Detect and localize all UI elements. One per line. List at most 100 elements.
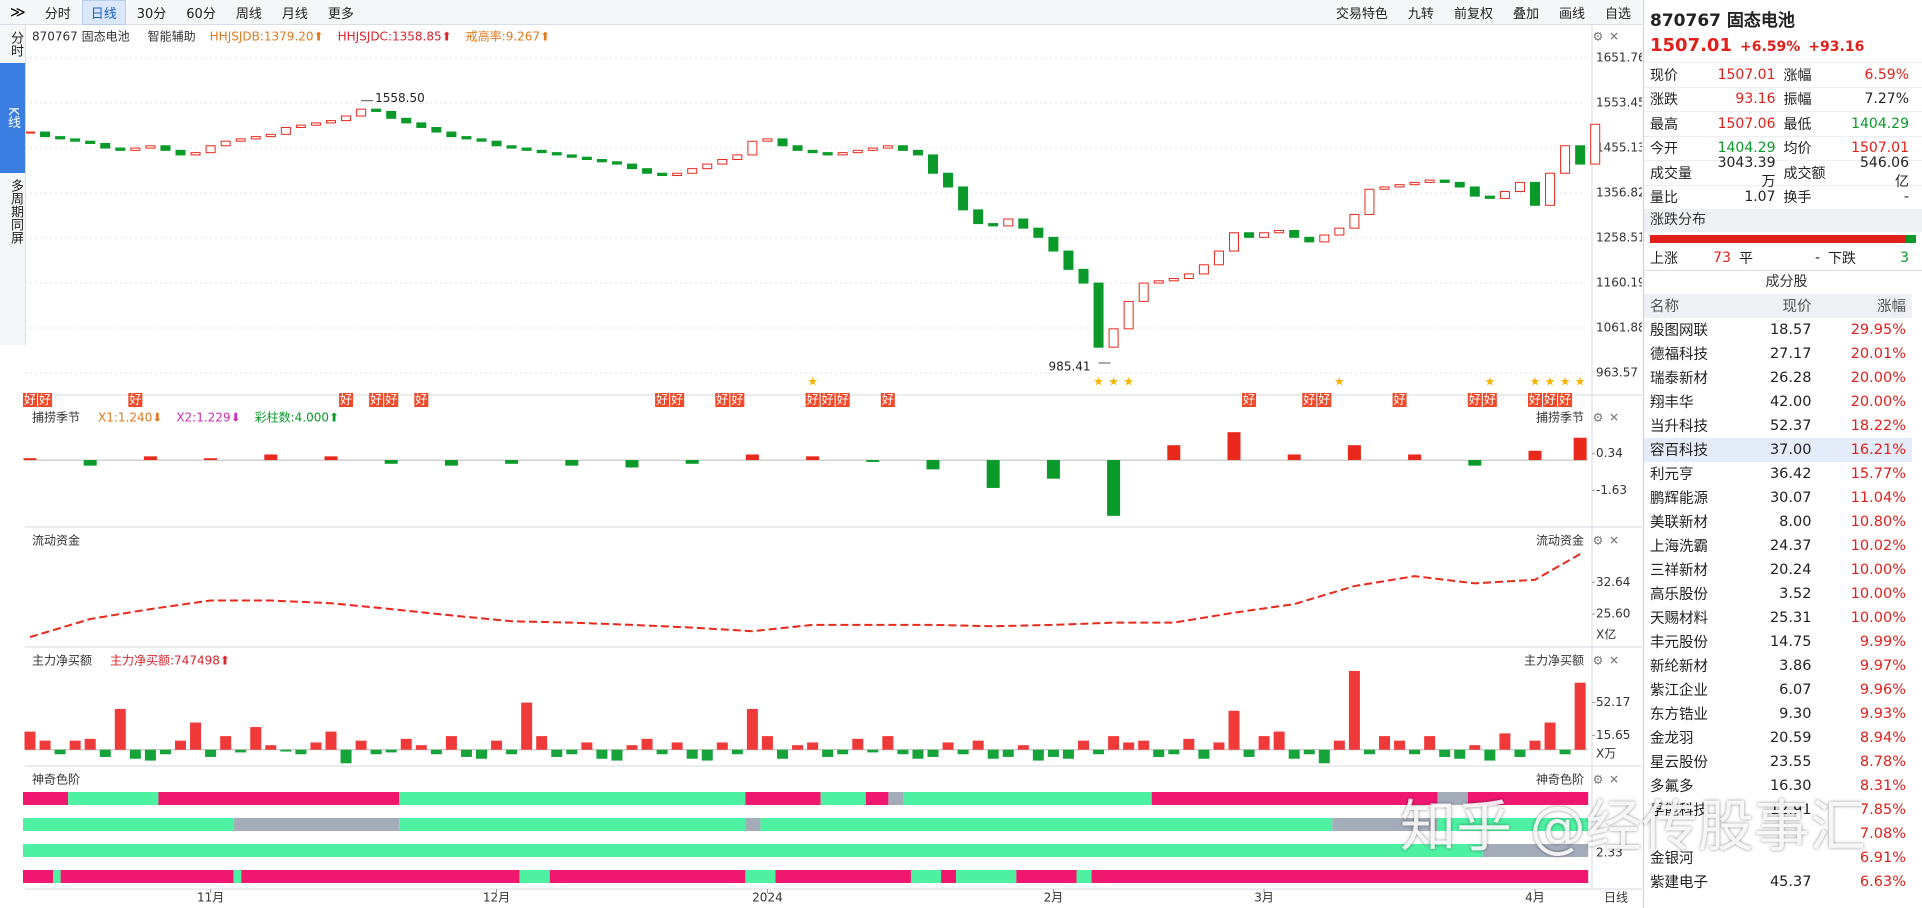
toolbar-button[interactable]: 30分 <box>136 6 167 22</box>
sidebar-tab[interactable]: K线 <box>0 63 25 173</box>
bar <box>1573 437 1587 461</box>
good-signal-bg <box>1467 393 1482 407</box>
toolbar: ≫ 分时 日线 30分 60分 周线 月线 更多 交易特色 九转 前复权 叠加 画线 自选 <box>0 0 1642 25</box>
toolbar-button[interactable]: 更多 <box>327 6 354 22</box>
table-row[interactable]: 7.08% <box>1644 822 1912 846</box>
bar <box>1363 749 1375 755</box>
table-cell: 37.00 <box>1769 441 1812 458</box>
bar <box>1559 749 1571 755</box>
candle <box>762 138 773 142</box>
table-row[interactable]: 东方锆业 9.30 9.93% <box>1644 702 1912 726</box>
candle <box>491 140 502 147</box>
bar <box>24 731 36 750</box>
x-tick-label: 2024 <box>752 891 783 905</box>
table-cell: 多氟多 <box>1650 779 1694 795</box>
toolbar-button[interactable]: 分时 <box>44 6 71 22</box>
table-cell: 14.75 <box>1769 633 1812 650</box>
table-row[interactable]: 美联新材 8.00 10.80% <box>1644 510 1912 534</box>
candle <box>912 149 923 156</box>
table-row[interactable]: 金龙羽 20.59 8.94% <box>1644 726 1912 750</box>
y-tick-label: 963.57 <box>1596 366 1638 380</box>
quote-label: 换手 <box>1783 190 1812 207</box>
good-signal-bg <box>820 393 835 407</box>
y-tick-label: 32.64 <box>1596 575 1630 589</box>
toolbar-button[interactable]: 前复权 <box>1453 6 1493 22</box>
table-row[interactable]: 上海洗霸 24.37 10.02% <box>1644 534 1912 558</box>
color-strip <box>775 870 911 883</box>
table-row[interactable]: 翔丰华 42.00 20.00% <box>1644 390 1912 414</box>
candle <box>205 145 216 154</box>
table-row[interactable]: 新纶新材 3.86 9.97% <box>1644 654 1912 678</box>
star-signal: ★ <box>1530 375 1541 389</box>
toolbar-button[interactable]: 60分 <box>186 6 216 22</box>
toolbar-button[interactable]: 自选 <box>1604 6 1631 22</box>
good-signal-bg <box>1558 393 1573 407</box>
table-cell: 30.07 <box>1769 489 1812 506</box>
table-row[interactable]: 容百科技 37.00 16.21% <box>1644 437 1912 462</box>
candle <box>220 140 231 147</box>
bar <box>1468 460 1482 466</box>
bar <box>1078 740 1089 750</box>
quote-value: 1.07 <box>1744 189 1776 206</box>
bar <box>1123 742 1135 750</box>
table-row[interactable]: 紫建电子 45.37 6.63% <box>1644 870 1912 894</box>
table-row[interactable]: 星云股份 23.55 8.78% <box>1644 750 1912 774</box>
table-row[interactable]: 天赐材料 25.31 10.00% <box>1644 606 1912 630</box>
table-row[interactable]: 紫江企业 6.07 9.96% <box>1644 678 1912 702</box>
bar <box>1108 736 1120 750</box>
table-row[interactable]: 金银河 6.91% <box>1644 846 1912 870</box>
candle <box>581 156 592 161</box>
bar <box>310 742 322 750</box>
candle <box>1575 145 1586 165</box>
table-row[interactable]: 丰元股份 14.75 9.99% <box>1644 630 1912 654</box>
table-row[interactable]: 三祥新材 20.24 10.00% <box>1644 558 1912 582</box>
table-cell: 9.96% <box>1859 681 1906 698</box>
candle <box>536 149 547 154</box>
candle <box>371 108 382 112</box>
price-row: 1507.01 +6.59% +93.16 <box>1644 33 1922 62</box>
table-row[interactable]: 瑞泰新材 26.28 20.00% <box>1644 366 1912 390</box>
toolbar-button[interactable]: 交易特色 <box>1335 6 1388 22</box>
table-row[interactable]: 鹏辉能源 30.07 11.04% <box>1644 486 1912 510</box>
legend-entry: 主力净买额:747498⬆ <box>110 654 230 668</box>
table-cell: 15.77% <box>1850 465 1906 482</box>
toolbar-button[interactable]: 九转 <box>1407 6 1434 22</box>
star-signal: ★ <box>1093 375 1104 389</box>
bar <box>611 749 623 761</box>
toolbar-button[interactable]: 周线 <box>235 6 262 22</box>
bar <box>1032 749 1044 761</box>
good-signal-bg <box>880 393 895 407</box>
color-strip <box>745 870 776 883</box>
table-row[interactable]: 德福科技 27.17 20.01% <box>1644 342 1912 366</box>
table-row[interactable]: 孚能科技 12.91 7.85% <box>1644 798 1912 822</box>
table-row[interactable]: 利元亨 36.42 15.77% <box>1644 462 1912 486</box>
quote-label: 成交量 <box>1650 165 1692 182</box>
bar <box>625 460 639 468</box>
panel-icon: ✕ <box>1609 30 1619 44</box>
candle <box>1274 229 1285 234</box>
table-row[interactable]: 殷图网联 18.57 29.95% <box>1644 318 1912 342</box>
sidebar-tab[interactable]: 多周期同屏 <box>8 179 23 244</box>
quote-value: 1507.01 <box>1717 66 1776 83</box>
toolbar-button[interactable]: 日线 <box>81 0 126 25</box>
candle <box>566 154 577 158</box>
table-row[interactable]: 多氟多 16.30 8.31% <box>1644 774 1912 798</box>
bar <box>23 458 37 461</box>
sidebar: 分时 K线多周期同屏 <box>0 25 26 345</box>
table-row[interactable]: 当升科技 52.37 18.22% <box>1644 414 1912 438</box>
toolbar-button[interactable]: 月线 <box>281 6 308 22</box>
quote-value: 3043.39万 <box>1717 154 1776 190</box>
bar <box>204 458 218 461</box>
bar <box>926 460 940 470</box>
candle <box>837 152 848 156</box>
candle <box>521 147 532 151</box>
bar <box>1046 460 1060 479</box>
toolbar-button[interactable]: 叠加 <box>1512 6 1539 22</box>
table-row[interactable]: 高乐股份 3.52 10.00% <box>1644 582 1912 606</box>
sidebar-tab[interactable]: 分时 <box>8 31 23 57</box>
color-strip <box>399 818 746 831</box>
toolbar-button[interactable]: 画线 <box>1558 6 1585 22</box>
legend-entry: X2:1.229⬇ <box>176 411 240 425</box>
bar <box>340 749 352 764</box>
quote-row: 涨跌 93.16 振幅 7.27% <box>1644 86 1922 112</box>
